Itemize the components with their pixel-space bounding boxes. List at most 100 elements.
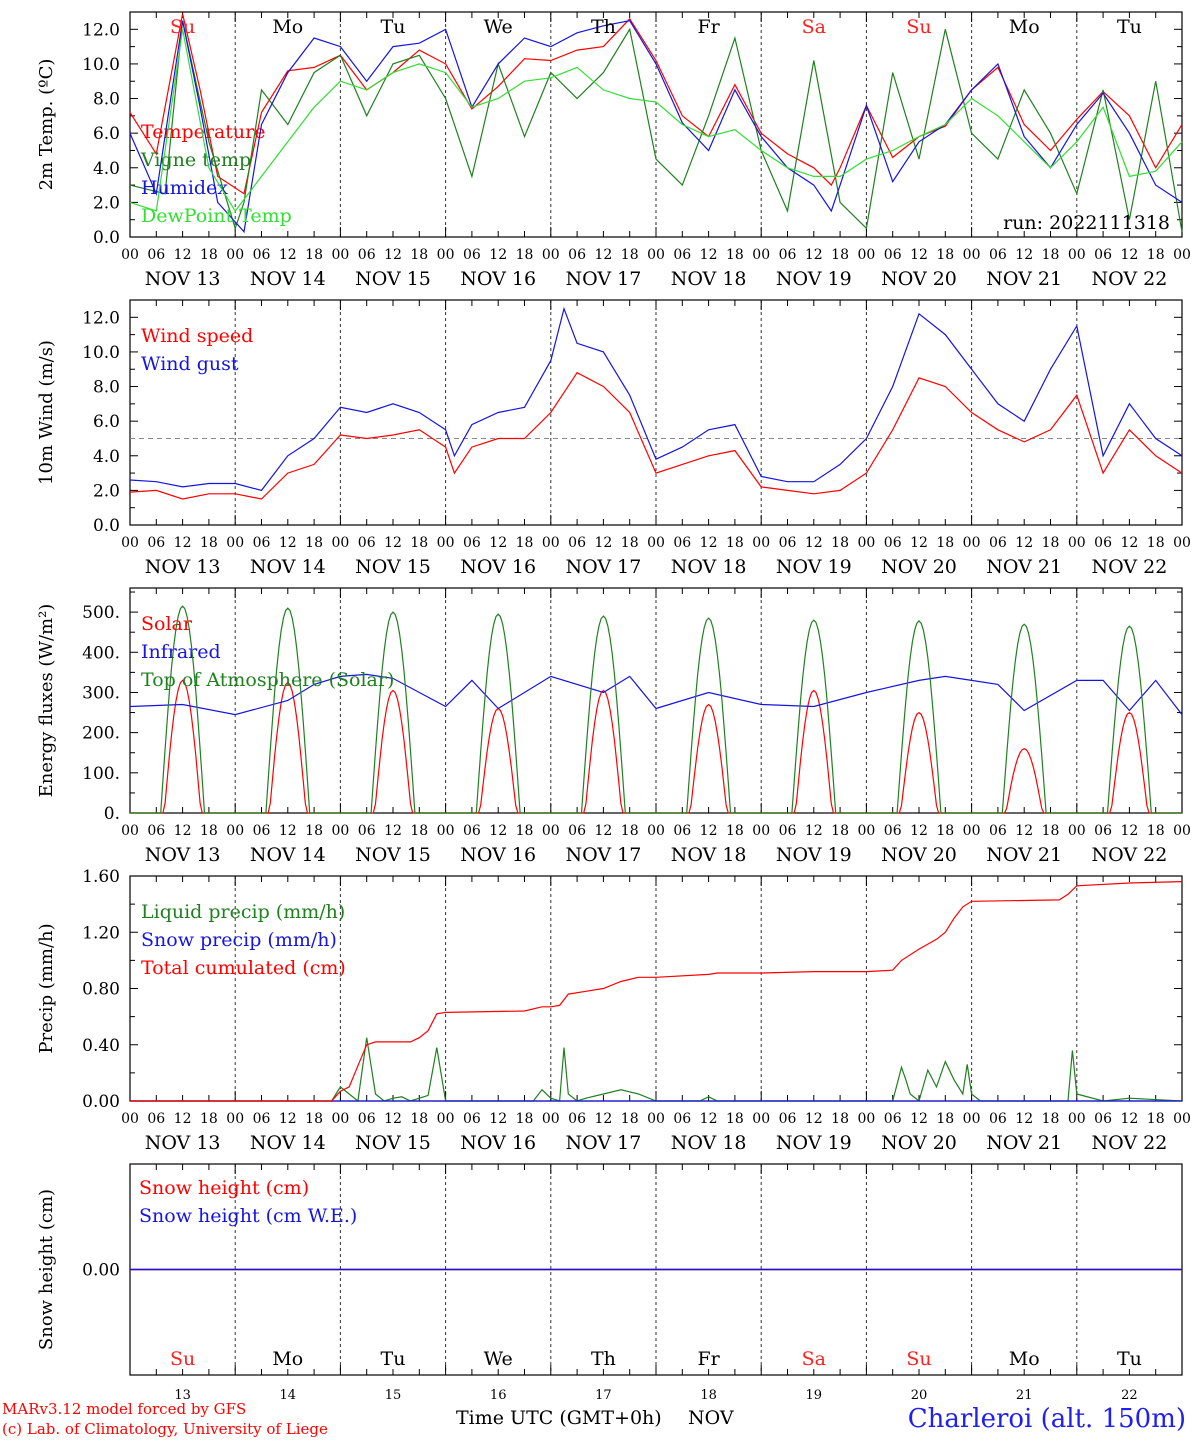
hour-tick-label: 18 <box>1042 247 1060 263</box>
credit-line-1: MARv3.12 model forced by GFS <box>2 1400 246 1418</box>
hour-tick-label: 06 <box>673 247 691 263</box>
date-label: NOV 17 <box>565 844 641 866</box>
hour-tick-label: 00 <box>1173 823 1191 839</box>
hour-tick-label: 00 <box>963 823 981 839</box>
hour-tick-label: 00 <box>226 1111 244 1127</box>
hour-tick-label: 06 <box>1094 1111 1112 1127</box>
hour-tick-label: 12 <box>279 247 297 263</box>
hour-tick-label: 06 <box>463 823 481 839</box>
legend-entry: Wind gust <box>141 353 239 375</box>
hour-tick-label: 06 <box>568 535 586 551</box>
y-axis-label: Snow height (cm) <box>36 1189 57 1350</box>
date-label: NOV 14 <box>250 1132 326 1154</box>
weekday-label: Tu <box>381 16 406 38</box>
day-number-label: 19 <box>806 1388 823 1403</box>
date-label: NOV 17 <box>565 556 641 578</box>
hour-tick-label: 06 <box>568 823 586 839</box>
hour-tick-label: 18 <box>410 247 428 263</box>
weekday-label: Sa <box>802 1348 826 1370</box>
panel-5: 0.00 Snow height (cm) Snow height (cm) Snow… <box>36 1163 1183 1403</box>
hour-tick-label: 06 <box>358 535 376 551</box>
hour-tick-label: 06 <box>989 823 1007 839</box>
hour-tick-label: 12 <box>384 535 402 551</box>
date-label: NOV 18 <box>671 556 747 578</box>
hour-tick-label: 06 <box>779 823 797 839</box>
plot-frame <box>129 299 1183 526</box>
legend-entry: Wind speed <box>141 325 253 347</box>
hour-tick-label: 12 <box>384 823 402 839</box>
hour-tick-label: 12 <box>910 823 928 839</box>
hour-tick-label: 00 <box>542 535 560 551</box>
panel-3: 0. 100. 200. 300. 400. 500. Energy fluxes (W/m… <box>36 587 1191 866</box>
hour-tick-label: 00 <box>226 247 244 263</box>
y-tick-label: 12.0 <box>82 20 120 40</box>
hour-tick-label: 06 <box>1094 535 1112 551</box>
series-line-1 <box>129 371 1183 500</box>
hour-tick-label: 06 <box>673 823 691 839</box>
hour-tick-label: 00 <box>542 247 560 263</box>
legend-entry: Humidex <box>141 177 228 199</box>
weekday-label: Th <box>591 16 616 38</box>
hour-tick-label: 06 <box>463 247 481 263</box>
hour-tick-label: 06 <box>884 1111 902 1127</box>
hour-tick-label: 12 <box>594 247 612 263</box>
date-label: NOV 19 <box>776 1132 852 1154</box>
weekday-label: We <box>484 1348 513 1370</box>
x-axis-title: Time UTC (GMT+0h) <box>456 1407 662 1429</box>
hour-tick-label: 12 <box>174 247 192 263</box>
series-line-2 <box>129 20 1183 232</box>
series-line-3 <box>130 605 1182 814</box>
hour-tick-label: 12 <box>1015 247 1033 263</box>
hour-tick-label: 12 <box>384 247 402 263</box>
hour-tick-label: 00 <box>1173 535 1191 551</box>
hour-tick-label: 18 <box>1147 1111 1165 1127</box>
hour-tick-label: 00 <box>121 535 139 551</box>
hour-tick-label: 12 <box>594 1111 612 1127</box>
hour-tick-label: 12 <box>279 1111 297 1127</box>
hour-tick-label: 06 <box>989 247 1007 263</box>
legend-entry: Liquid precip (mm/h) <box>141 901 345 923</box>
hour-tick-label: 18 <box>1042 1111 1060 1127</box>
y-tick-label: 0.00 <box>82 1261 120 1281</box>
hour-tick-label: 06 <box>147 247 165 263</box>
date-label: NOV 15 <box>355 1132 431 1154</box>
hour-tick-label: 18 <box>726 247 744 263</box>
hour-tick-label: 18 <box>936 823 954 839</box>
date-label: NOV 22 <box>1091 556 1167 578</box>
hour-tick-label: 12 <box>594 535 612 551</box>
weekday-label: Tu <box>381 1348 406 1370</box>
hour-tick-label: 00 <box>647 1111 665 1127</box>
hour-tick-label: 00 <box>857 823 875 839</box>
hour-tick-label: 00 <box>331 247 349 263</box>
y-tick-label: 10.0 <box>82 343 120 363</box>
legend-entry: Vigne temp <box>140 149 251 171</box>
hour-tick-label: 00 <box>1068 535 1086 551</box>
date-label: NOV 13 <box>145 556 221 578</box>
hour-tick-label: 00 <box>1173 247 1191 263</box>
hour-tick-label: 00 <box>1068 1111 1086 1127</box>
panel-1: 0.0 2.0 4.0 6.0 8.0 10.0 12.0 2m Temp. (ºC) 00 06… <box>36 11 1191 290</box>
hour-tick-label: 18 <box>831 247 849 263</box>
series-line-1 <box>129 13 1183 195</box>
hour-tick-label: 18 <box>516 1111 534 1127</box>
weekday-label: Tu <box>1117 16 1142 38</box>
hour-tick-label: 12 <box>174 1111 192 1127</box>
panel-2: 0.0 2.0 4.0 6.0 8.0 10.0 12.0 10m Wind (m/s) 00 0… <box>36 299 1191 578</box>
date-label: NOV 20 <box>881 556 957 578</box>
hour-tick-label: 18 <box>200 535 218 551</box>
date-label: NOV 16 <box>460 268 536 290</box>
hour-tick-label: 06 <box>673 535 691 551</box>
date-label: NOV 19 <box>776 268 852 290</box>
hour-tick-label: 00 <box>437 535 455 551</box>
legend-entry: DewPoint Temp <box>141 205 292 227</box>
weekday-label: Tu <box>1117 1348 1142 1370</box>
legend-entry: Infrared <box>141 641 221 663</box>
legend-entry: Total cumulated (cm) <box>141 957 346 979</box>
date-label: NOV 14 <box>250 556 326 578</box>
hour-tick-label: 12 <box>805 535 823 551</box>
hour-tick-label: 18 <box>200 1111 218 1127</box>
hour-tick-label: 18 <box>1147 823 1165 839</box>
hour-tick-label: 00 <box>542 823 560 839</box>
date-label: NOV 15 <box>355 556 431 578</box>
hour-tick-label: 12 <box>1120 247 1138 263</box>
